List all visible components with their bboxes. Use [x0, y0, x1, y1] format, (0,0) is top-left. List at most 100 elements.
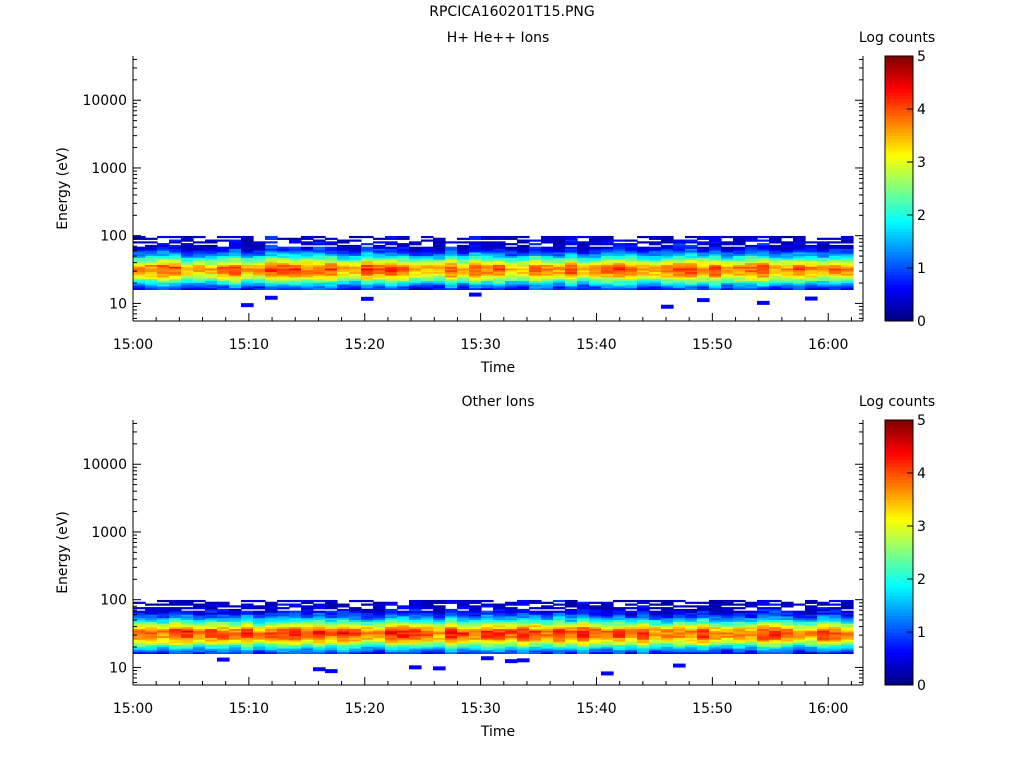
heatmap-cell: [493, 644, 506, 647]
heatmap-cell: [433, 632, 446, 635]
heatmap-cell: [709, 237, 722, 240]
heatmap-cell: [781, 253, 794, 257]
heatmap-cell: [517, 639, 530, 642]
heatmap-cell: [169, 637, 182, 640]
heatmap-cell: [133, 648, 146, 651]
heatmap-cell: [385, 280, 398, 283]
colorbar-segment: [885, 615, 913, 620]
heatmap-cell: [205, 603, 218, 606]
colorbar-segment: [885, 85, 913, 90]
heatmap-cell: [613, 269, 626, 273]
heatmap-cell: [265, 648, 278, 651]
heatmap-cell: [277, 641, 290, 644]
heatmap-cell: [205, 616, 218, 619]
heatmap-cell: [445, 284, 458, 287]
heatmap-cell: [481, 641, 494, 644]
heatmap-cell: [373, 271, 386, 274]
heatmap-cell: [325, 259, 338, 262]
heatmap-cell: [133, 628, 146, 631]
heatmap-cell: [229, 271, 242, 274]
heatmap-cell: [421, 252, 434, 255]
heatmap-cell: [385, 277, 398, 280]
heatmap-cell: [253, 271, 266, 274]
heatmap-cell: [157, 259, 170, 262]
heatmap-cell: [193, 280, 206, 283]
heatmap-cell: [313, 248, 326, 251]
heatmap-cell: [757, 639, 770, 642]
heatmap-cell: [313, 250, 326, 253]
heatmap-cell: [781, 250, 794, 253]
heatmap-cell: [829, 632, 842, 635]
heatmap-cell: [361, 264, 374, 267]
heatmap-cell: [529, 287, 542, 290]
heatmap-cell: [325, 260, 338, 264]
heatmap-cell: [577, 268, 590, 271]
heatmap-cell: [373, 616, 386, 619]
colorbar-tick-label: 5: [917, 413, 926, 429]
heatmap-cell: [421, 624, 434, 628]
heatmap-cell: [433, 262, 446, 265]
heatmap-cell: [529, 639, 542, 642]
heatmap-cell: [841, 623, 854, 626]
heatmap-cell: [589, 621, 602, 624]
heatmap-cell: [541, 630, 554, 633]
heatmap-cell: [589, 257, 602, 260]
heatmap-cell: [505, 651, 518, 654]
heatmap-cell: [337, 266, 350, 269]
heatmap-cell: [649, 616, 662, 619]
heatmap-cell: [493, 260, 506, 264]
heatmap-cell: [817, 241, 830, 244]
heatmap-cell: [721, 599, 734, 603]
heatmap-cell: [289, 275, 302, 278]
heatmap-cell: [397, 639, 410, 642]
colorbar-segment: [885, 612, 913, 616]
heatmap-cell: [601, 278, 614, 282]
heatmap-cell: [817, 252, 830, 255]
heatmap-cell: [229, 646, 242, 649]
heatmap-cell: [769, 237, 782, 240]
heatmap-cell: [421, 280, 434, 283]
heatmap-cell: [721, 264, 734, 267]
heatmap-cell: [733, 266, 746, 269]
heatmap-cell: [769, 244, 782, 248]
heatmap-cell: [241, 303, 254, 308]
heatmap-cell: [337, 608, 350, 612]
heatmap-cell: [469, 651, 482, 654]
heatmap-cell: [637, 637, 650, 640]
heatmap-cell: [733, 280, 746, 283]
heatmap-cell: [481, 650, 494, 653]
heatmap-cell: [721, 642, 734, 646]
heatmap-cell: [133, 287, 146, 290]
heatmap-cell: [721, 648, 734, 651]
heatmap-cell: [709, 648, 722, 651]
spectrogram-cells: [133, 235, 854, 309]
heatmap-cell: [361, 621, 374, 624]
heatmap-cell: [481, 624, 494, 628]
heatmap-cell: [469, 621, 482, 624]
heatmap-cell: [325, 614, 338, 617]
heatmap-cell: [769, 252, 782, 255]
heatmap-cell: [229, 246, 242, 249]
heatmap-cell: [481, 275, 494, 278]
heatmap-cell: [169, 642, 182, 646]
heatmap-cell: [301, 644, 314, 647]
heatmap-cell: [157, 603, 170, 606]
heatmap-cell: [721, 282, 734, 285]
colorbar-label: Log counts: [859, 30, 935, 46]
heatmap-cell: [301, 243, 314, 246]
heatmap-cell: [757, 601, 770, 604]
colorbar-segment: [885, 632, 913, 636]
heatmap-cell: [781, 278, 794, 282]
heatmap-cell: [433, 246, 446, 249]
heatmap-cell: [757, 651, 770, 654]
heatmap-cell: [709, 259, 722, 262]
heatmap-cell: [529, 601, 542, 604]
heatmap-cell: [385, 278, 398, 282]
heatmap-cell: [757, 257, 770, 260]
heatmap-cell: [481, 621, 494, 624]
heatmap-cell: [337, 646, 350, 649]
heatmap-cell: [349, 275, 362, 278]
heatmap-cell: [841, 644, 854, 647]
heatmap-cell: [265, 612, 278, 615]
heatmap-cell: [601, 621, 614, 624]
